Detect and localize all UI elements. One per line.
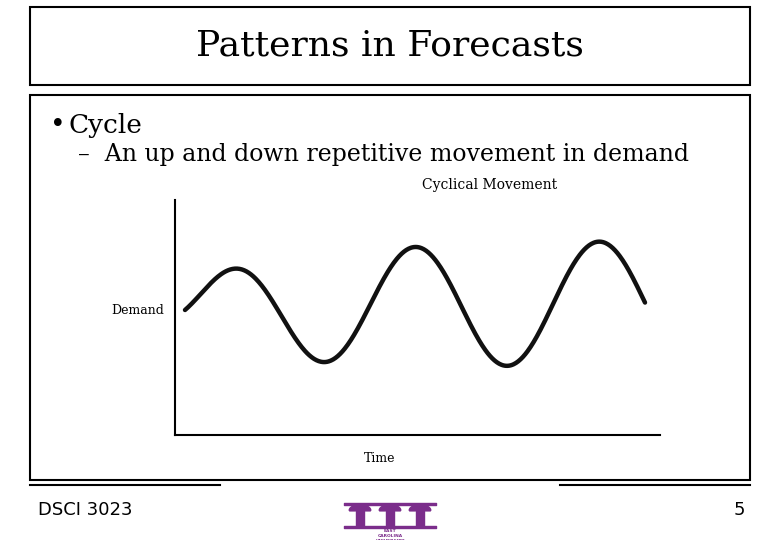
FancyBboxPatch shape: [30, 95, 750, 480]
Text: Demand: Demand: [112, 303, 165, 316]
Text: Cycle: Cycle: [68, 112, 142, 138]
Text: •: •: [50, 112, 66, 138]
Text: Cyclical Movement: Cyclical Movement: [423, 178, 558, 192]
Text: Time: Time: [364, 451, 395, 464]
Polygon shape: [410, 504, 431, 510]
Text: –  An up and down repetitive movement in demand: – An up and down repetitive movement in …: [78, 144, 689, 166]
Polygon shape: [379, 504, 401, 510]
FancyBboxPatch shape: [30, 7, 750, 85]
Text: DSCI 3023: DSCI 3023: [38, 501, 133, 519]
Text: Patterns in Forecasts: Patterns in Forecasts: [196, 29, 584, 63]
Text: 5: 5: [733, 501, 745, 519]
Polygon shape: [349, 504, 370, 510]
Text: EAST
CAROLINA
UNIVERSITY: EAST CAROLINA UNIVERSITY: [375, 529, 405, 540]
